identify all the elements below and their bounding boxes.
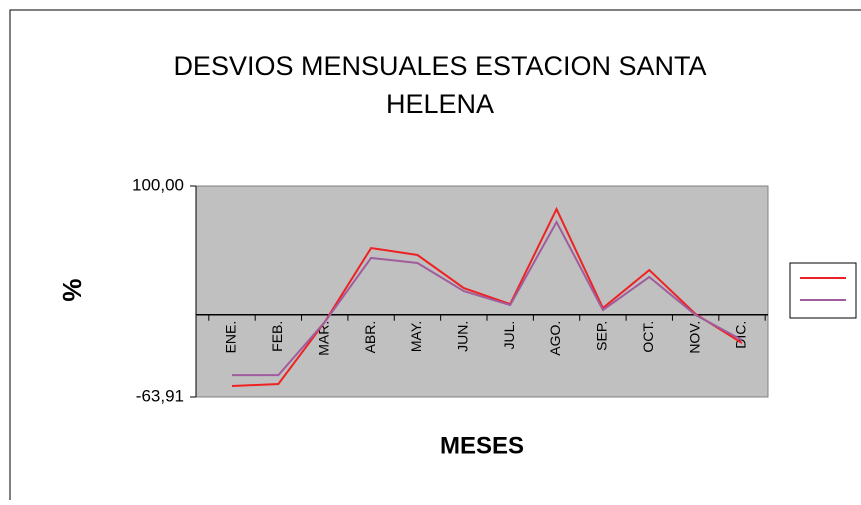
- x-tick-label: MAR.: [315, 321, 331, 356]
- y-tick-label: 100,00: [132, 175, 184, 194]
- x-tick-label: JUN.: [455, 321, 471, 352]
- x-tick-label: SEP.: [594, 321, 610, 351]
- chart-title: DESVIOS MENSUALES ESTACION SANTA: [173, 51, 706, 81]
- x-tick-label: ENE.: [223, 321, 239, 354]
- y-tick-label: -63,91: [136, 386, 184, 405]
- x-tick-label: NOV.: [686, 321, 702, 354]
- x-tick-label: DIC.: [733, 321, 749, 349]
- x-tick-label: ABR.: [362, 321, 378, 354]
- y-axis-label: %: [57, 278, 87, 301]
- chart-title: HELENA: [386, 89, 494, 119]
- x-tick-label: JUL.: [501, 321, 517, 350]
- x-tick-label: FEB.: [269, 321, 285, 352]
- legend: [789, 262, 857, 319]
- x-axis-label: MESES: [440, 432, 524, 459]
- plot-area: [195, 185, 769, 398]
- x-tick-label: AGO.: [547, 321, 563, 356]
- x-tick-label: MAY.: [408, 321, 424, 352]
- data-line: [232, 219, 743, 377]
- x-tick-label: OCT.: [640, 321, 656, 353]
